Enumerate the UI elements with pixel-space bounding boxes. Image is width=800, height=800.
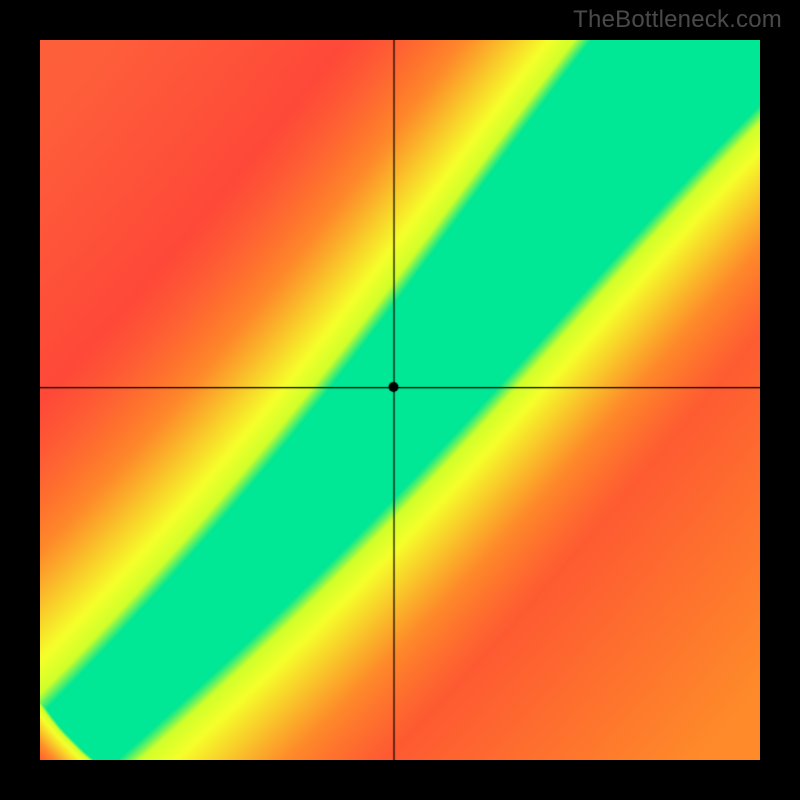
chart-container: { "watermark": "TheBottleneck.com", "cha…: [0, 0, 800, 800]
watermark-text: TheBottleneck.com: [573, 6, 782, 34]
bottleneck-heatmap: [40, 40, 760, 760]
